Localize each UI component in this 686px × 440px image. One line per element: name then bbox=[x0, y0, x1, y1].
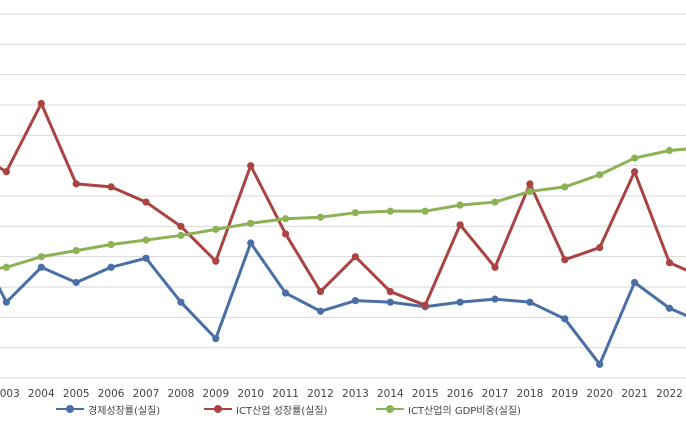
data-point bbox=[631, 278, 639, 287]
data-point bbox=[316, 213, 325, 221]
data-point bbox=[596, 171, 604, 179]
x-tick-label: 2004 bbox=[28, 388, 55, 400]
legend-label-ict-growth: ICT산업 성장률(실질) bbox=[236, 405, 328, 417]
x-tick-label: 2016 bbox=[447, 388, 474, 400]
series-line-0 bbox=[0, 241, 686, 366]
x-tick-label: 2011 bbox=[272, 388, 299, 400]
data-point bbox=[107, 263, 115, 271]
data-point bbox=[2, 263, 10, 271]
x-tick-label: 2017 bbox=[482, 388, 509, 400]
legend: 경제성장률(실질) ICT산업 성장률(실질) ICT산업의 GDP비중(실질) bbox=[0, 398, 686, 420]
data-point bbox=[456, 298, 464, 306]
legend-label-economic-growth: 경제성장률(실질) bbox=[88, 405, 161, 417]
data-point bbox=[316, 287, 325, 296]
data-point bbox=[491, 263, 499, 271]
data-point bbox=[421, 207, 429, 215]
data-point bbox=[491, 198, 499, 206]
data-point bbox=[282, 230, 290, 238]
data-point bbox=[421, 301, 429, 309]
data-point bbox=[247, 162, 255, 170]
data-point bbox=[142, 236, 150, 244]
data-point bbox=[561, 315, 569, 323]
data-point bbox=[142, 198, 150, 206]
x-tick-label: 2014 bbox=[377, 388, 404, 400]
x-tick-label: 2006 bbox=[98, 388, 125, 400]
data-point bbox=[386, 287, 394, 296]
data-point bbox=[631, 154, 639, 162]
data-point bbox=[561, 256, 569, 264]
data-point bbox=[177, 298, 185, 306]
data-point bbox=[665, 146, 674, 155]
x-tick-label: 2022 bbox=[656, 388, 683, 400]
x-tick-label: 2005 bbox=[63, 388, 90, 400]
data-point bbox=[247, 219, 255, 227]
x-tick-label: 2013 bbox=[342, 388, 369, 400]
data-point bbox=[456, 221, 464, 229]
legend-label-ict-gdp-share: ICT산업의 GDP비중(실질) bbox=[408, 405, 521, 417]
data-point bbox=[456, 201, 464, 209]
data-point bbox=[351, 253, 359, 261]
x-tick-label: 2019 bbox=[551, 388, 578, 400]
data-point bbox=[526, 187, 534, 196]
legend-dot bbox=[66, 405, 74, 413]
data-point bbox=[665, 259, 674, 267]
series-line-2 bbox=[0, 147, 686, 270]
data-point bbox=[316, 307, 325, 315]
x-tick-label: 2021 bbox=[621, 388, 648, 400]
data-point bbox=[212, 257, 220, 265]
data-point bbox=[247, 239, 255, 247]
data-point bbox=[282, 289, 290, 297]
legend-item-economic-growth: 경제성장률(실질) bbox=[56, 398, 160, 420]
legend-item-ict-gdp-share: ICT산업의 GDP비중(실질) bbox=[376, 398, 521, 420]
legend-swatch-economic-growth bbox=[56, 404, 84, 414]
data-point bbox=[561, 183, 569, 191]
data-point bbox=[107, 240, 115, 249]
x-tick-label: 2009 bbox=[202, 388, 229, 400]
data-point bbox=[2, 298, 10, 306]
data-point bbox=[596, 360, 604, 368]
legend-dot bbox=[386, 405, 394, 413]
data-point bbox=[351, 297, 359, 305]
legend-swatch-ict-gdp-share bbox=[376, 404, 404, 414]
x-tick-label: 2020 bbox=[586, 388, 613, 400]
x-tick-label: 2003 bbox=[0, 388, 20, 400]
data-point bbox=[631, 168, 639, 176]
x-tick-label: 2010 bbox=[237, 388, 264, 400]
data-point bbox=[2, 168, 10, 176]
legend-swatch-ict-growth bbox=[204, 404, 232, 414]
data-point bbox=[37, 263, 45, 271]
data-point bbox=[526, 180, 534, 188]
data-point bbox=[491, 295, 499, 303]
legend-dot bbox=[214, 405, 222, 413]
data-point bbox=[72, 180, 80, 188]
data-point bbox=[177, 222, 185, 230]
data-point bbox=[386, 207, 394, 215]
data-point bbox=[177, 231, 185, 240]
series-line-1 bbox=[0, 101, 686, 307]
data-point bbox=[665, 304, 674, 312]
data-point bbox=[526, 298, 534, 306]
data-point bbox=[212, 334, 220, 343]
data-point bbox=[282, 215, 290, 223]
x-tick-label: 2015 bbox=[412, 388, 439, 400]
data-point bbox=[212, 225, 220, 233]
x-tick-label: 2007 bbox=[133, 388, 160, 400]
x-tick-label: 2008 bbox=[168, 388, 195, 400]
data-point bbox=[107, 183, 115, 191]
gridlines bbox=[0, 13, 686, 379]
data-point bbox=[351, 209, 359, 217]
data-point bbox=[142, 254, 150, 262]
data-point bbox=[596, 243, 604, 252]
data-point bbox=[72, 247, 80, 255]
x-axis-tick-labels: 2003 2004 2005 2006 2007 2008 2009 2010 2011 2012… bbox=[0, 388, 683, 400]
data-point bbox=[386, 298, 394, 306]
data-point bbox=[37, 253, 45, 261]
x-tick-label: 2018 bbox=[517, 388, 544, 400]
legend-item-ict-growth: ICT산업 성장률(실질) bbox=[204, 398, 327, 420]
x-tick-label: 2012 bbox=[307, 388, 334, 400]
data-point bbox=[37, 99, 45, 108]
data-point bbox=[72, 278, 80, 287]
series-layer bbox=[0, 99, 686, 368]
